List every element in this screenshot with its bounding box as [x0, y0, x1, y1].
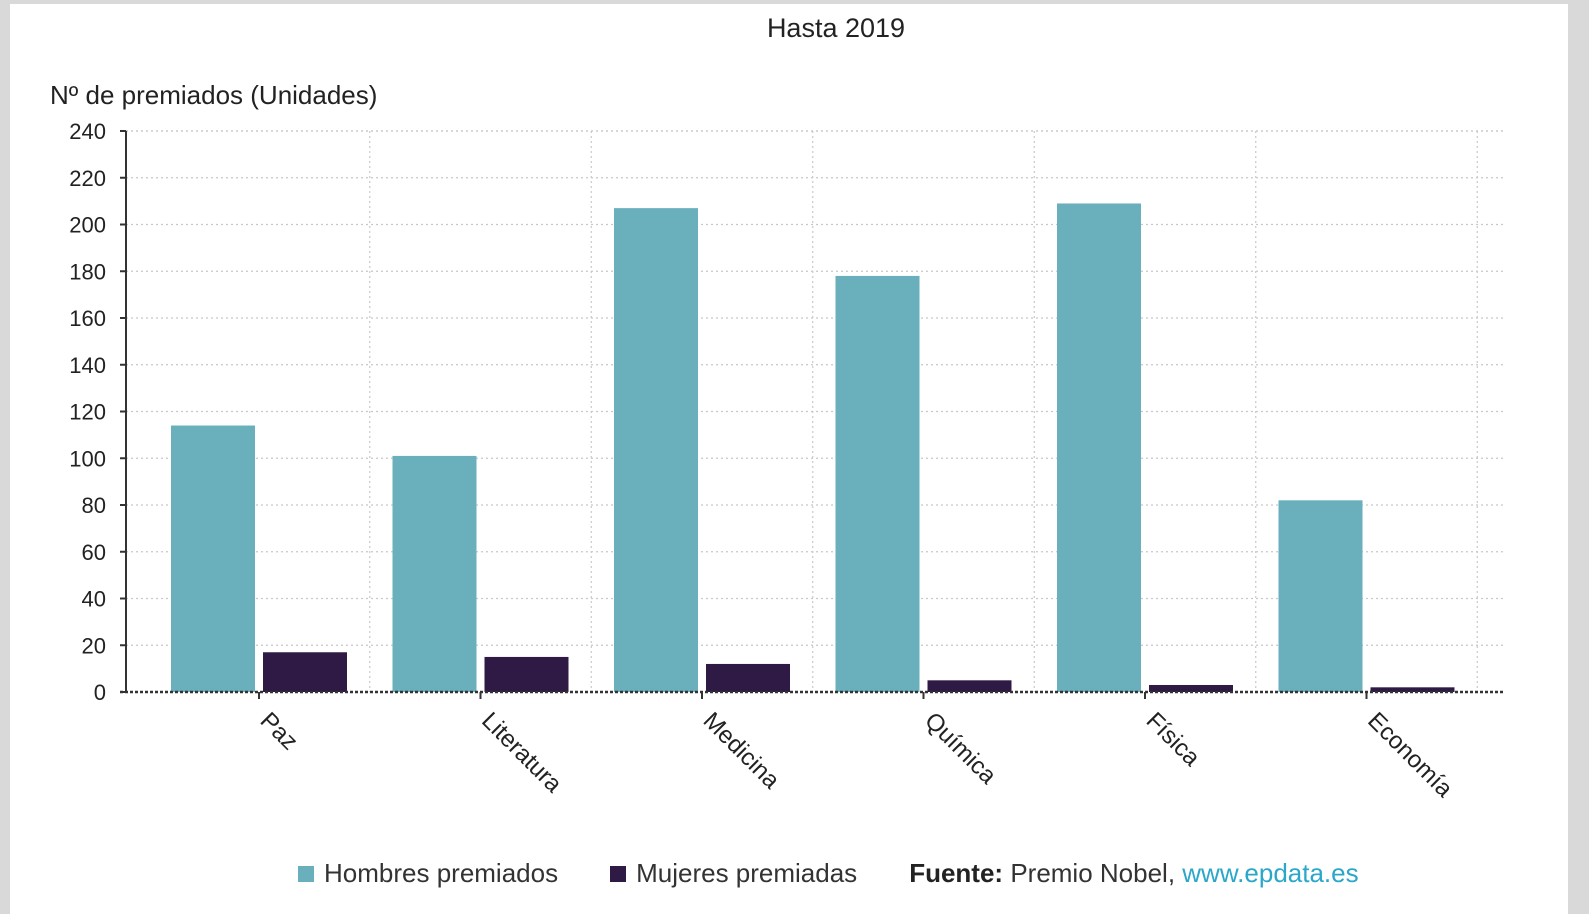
bar-mujeres	[1149, 684, 1233, 692]
legend-swatch-hombres	[298, 865, 314, 882]
legend: Hombres premiados Mujeres premiadas Fuen…	[298, 858, 1411, 889]
source-link[interactable]: www.epdata.es	[1182, 858, 1359, 888]
y-tick-label: 240	[69, 119, 106, 144]
bar-hombres	[1278, 500, 1363, 692]
y-tick-label: 80	[82, 493, 106, 518]
y-tick-label: 100	[69, 446, 106, 471]
bar-mujeres	[484, 656, 569, 692]
x-tick-label: Paz	[255, 707, 303, 755]
y-tick-label: 200	[69, 213, 106, 238]
source-text: Premio Nobel,	[1010, 858, 1176, 888]
y-axis-label: Nº de premiados (Unidades)	[50, 80, 377, 110]
legend-item-hombres: Hombres premiados	[298, 858, 558, 889]
x-tick-label: Física	[1141, 707, 1206, 772]
bar-mujeres	[263, 652, 347, 692]
bars	[171, 203, 1455, 692]
x-tick-label: Economía	[1362, 707, 1458, 803]
bar-hombres	[171, 425, 255, 692]
source-label: Fuente:	[909, 858, 1004, 888]
legend-item-mujeres: Mujeres premiadas	[610, 858, 857, 889]
y-tick-label: 140	[69, 353, 106, 378]
legend-label-hombres: Hombres premiados	[324, 858, 559, 888]
axes: 0 20 40 60 80 100 120 140 160 180 200 220 240 Paz Lite…	[69, 119, 1503, 803]
chart-title: Hasta 2019	[767, 13, 905, 43]
bar-hombres	[614, 208, 698, 692]
y-tick-label: 40	[82, 587, 106, 612]
bar-hombres	[835, 275, 920, 692]
y-tick-label: 20	[82, 633, 106, 658]
source-note: Fuente: Premio Nobel, www.epdata.es	[909, 858, 1358, 889]
bar-mujeres	[927, 680, 1012, 692]
y-tick-label: 220	[69, 166, 106, 191]
bar-mujeres	[706, 663, 790, 692]
y-tick-label: 60	[82, 540, 106, 565]
x-tick-label: Química	[919, 707, 1002, 790]
legend-label-mujeres: Mujeres premiadas	[636, 858, 858, 888]
y-tick-label: 160	[69, 306, 106, 331]
bar-mujeres	[1370, 687, 1455, 692]
grid	[126, 130, 1503, 692]
legend-swatch-mujeres	[610, 865, 627, 882]
x-tick-label: Medicina	[698, 707, 785, 794]
x-tick-label: Literatura	[476, 707, 567, 798]
chart-panel	[10, 4, 1568, 914]
bar-hombres	[1057, 203, 1141, 692]
y-tick-label: 180	[69, 259, 106, 284]
y-tick-label: 0	[94, 680, 106, 705]
bar-hombres	[392, 455, 477, 692]
y-tick-label: 120	[69, 400, 106, 425]
